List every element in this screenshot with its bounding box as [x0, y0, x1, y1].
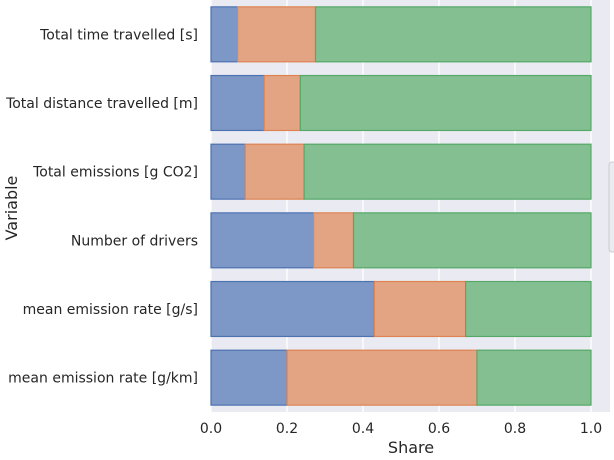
y-tick-label: mean emission rate [g/s] [23, 302, 198, 318]
y-tick-label: Total distance travelled [m] [5, 96, 198, 112]
y-tick-label: Number of drivers [71, 233, 198, 249]
bar-segment-2 [244, 143, 305, 200]
legend-box [608, 161, 614, 253]
x-tick-label: 0.0 [200, 421, 222, 437]
bar-segment-2 [263, 74, 301, 132]
bar-segment-3 [465, 280, 592, 338]
bar-segment-2 [313, 212, 355, 269]
bars [210, 6, 592, 406]
bar-segment-1 [210, 212, 315, 269]
bar-segment-1 [210, 74, 265, 132]
x-tick-label: 0.4 [352, 421, 374, 437]
bar-segment-1 [210, 6, 239, 63]
plot-area [211, 0, 610, 412]
x-tick-label: 0.8 [504, 421, 526, 437]
x-tick-label: 0.2 [276, 421, 298, 437]
x-tick-labels: 0.0 0.2 0.4 0.6 0.8 1.0 [200, 421, 602, 437]
bar-segment-2 [237, 6, 317, 63]
bar-segment-3 [314, 6, 592, 63]
bar-segment-2 [373, 280, 467, 338]
y-tick-labels: Total time travelled [s] Total distance t… [5, 27, 198, 386]
bar-segment-3 [476, 349, 592, 406]
x-axis-title: Share [388, 438, 434, 457]
y-tick-label: mean emission rate [g/km] [8, 371, 198, 387]
bar-segment-3 [352, 212, 592, 269]
x-tick-label: 0.6 [428, 421, 450, 437]
bar-segment-3 [303, 143, 592, 200]
grid-lines [210, 0, 592, 412]
x-tick-label: 1.0 [580, 421, 602, 437]
bar-segment-2 [286, 349, 478, 406]
bar-segment-1 [210, 280, 375, 338]
bar-segment-3 [299, 74, 592, 132]
y-axis-title: Variable [2, 176, 21, 241]
y-tick-label: Total emissions [g CO2] [32, 165, 198, 181]
bar-segment-1 [210, 143, 246, 200]
y-tick-label: Total time travelled [s] [39, 27, 198, 43]
bar-segment-1 [210, 349, 288, 406]
